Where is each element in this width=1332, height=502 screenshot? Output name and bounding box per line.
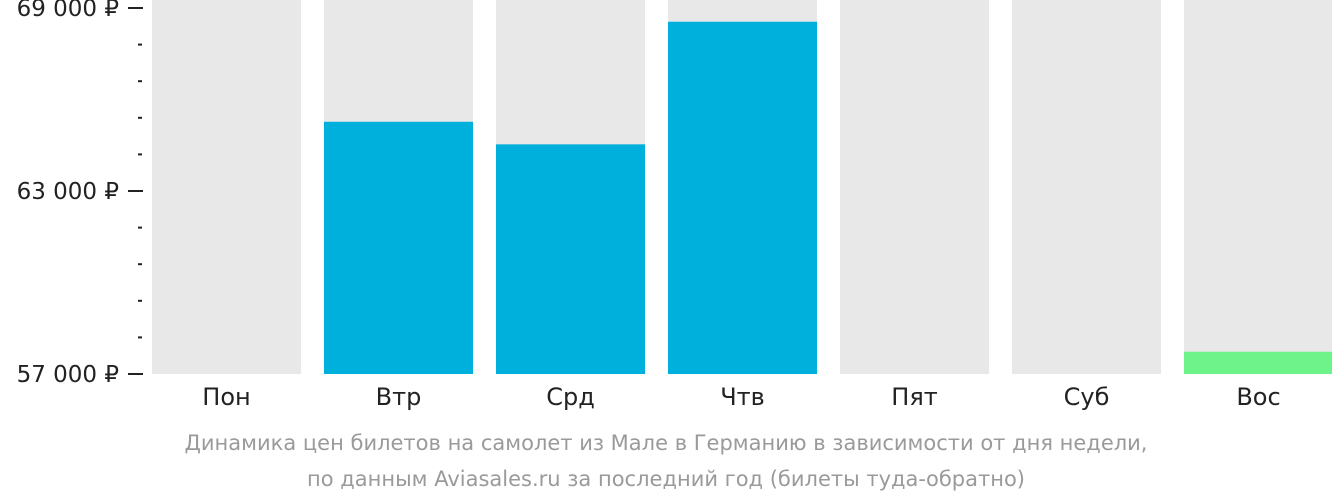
chart-caption-line-1: Динамика цен билетов на самолет из Мале …	[184, 431, 1148, 455]
bar-4	[668, 21, 817, 374]
bar-background-6	[1012, 0, 1161, 374]
x-tick-label-1: Пон	[202, 383, 250, 411]
x-tick-label-4: Чтв	[720, 383, 765, 411]
bar-background-5	[840, 0, 989, 374]
y-tick-label-1: 69 000 ₽	[17, 0, 119, 22]
bar-background-7	[1184, 0, 1332, 374]
bar-3	[496, 144, 645, 374]
x-tick-label-6: Суб	[1064, 383, 1110, 411]
x-tick-label-2: Втр	[376, 383, 422, 411]
y-tick-label-2: 63 000 ₽	[17, 179, 119, 205]
x-tick-label-5: Пят	[891, 383, 937, 411]
bar-7	[1184, 351, 1332, 374]
y-tick-label-3: 57 000 ₽	[17, 362, 119, 388]
x-tick-label-3: Срд	[546, 383, 595, 411]
bar-background-1	[152, 0, 301, 374]
x-tick-label-7: Вос	[1236, 383, 1280, 411]
chart-caption-line-2: по данным Aviasales.ru за последний год …	[307, 467, 1025, 491]
bar-2	[324, 121, 473, 374]
